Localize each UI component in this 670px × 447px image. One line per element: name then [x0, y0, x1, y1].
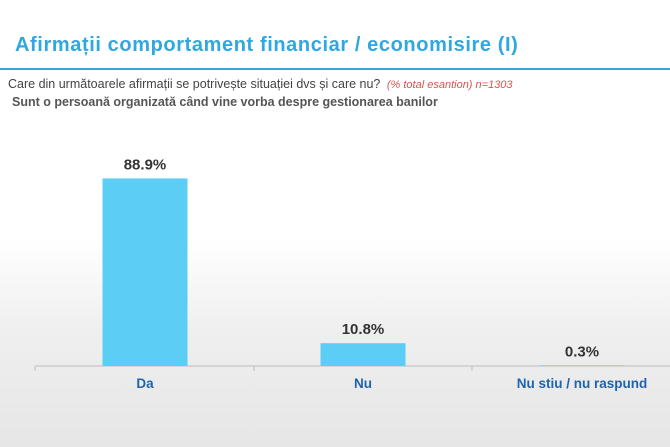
bar-0: [102, 178, 188, 366]
page-title: Afirmații comportament financiar / econo…: [15, 34, 519, 56]
question-text: Care din următoarele afirmații se potriv…: [8, 77, 381, 91]
title-divider: [0, 68, 670, 70]
category-label-2: Nu stiu / nu raspund: [517, 376, 648, 391]
bar-1: [320, 343, 406, 366]
bar-value-label-2: 0.3%: [565, 343, 599, 360]
statement-text: Sunt o persoană organizată când vine vor…: [12, 95, 438, 109]
survey-question: Care din următoarele afirmații se potriv…: [8, 77, 513, 91]
category-label-0: Da: [136, 376, 154, 391]
bar-2: [539, 365, 625, 366]
bar-value-label-0: 88.9%: [124, 156, 167, 173]
bar-value-label-1: 10.8%: [342, 321, 385, 338]
category-label-1: Nu: [354, 376, 372, 391]
sample-note: (% total esantion) n=1303: [386, 79, 513, 91]
